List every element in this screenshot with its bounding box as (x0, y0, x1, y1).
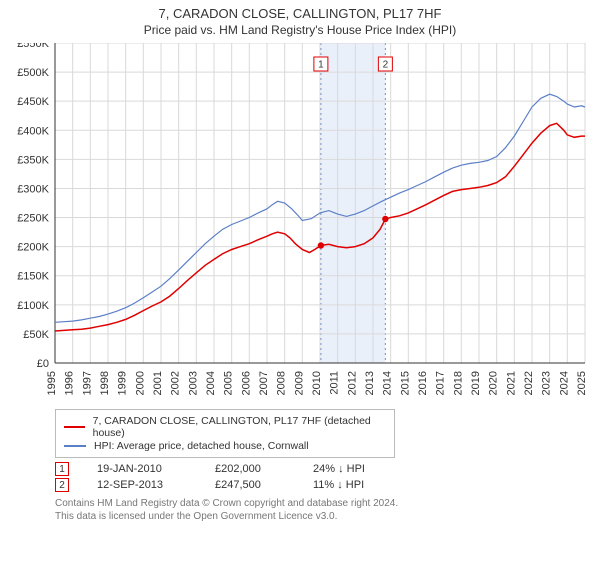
svg-text:2000: 2000 (134, 371, 146, 395)
svg-text:2016: 2016 (417, 371, 429, 395)
svg-text:2018: 2018 (452, 371, 464, 395)
legend-row: 7, CARADON CLOSE, CALLINGTON, PL17 7HF (… (64, 415, 386, 439)
svg-text:£450K: £450K (17, 96, 49, 108)
sale-marker-num: 2 (55, 478, 69, 492)
svg-text:£100K: £100K (17, 300, 49, 312)
svg-text:£550K: £550K (17, 43, 49, 50)
svg-text:2017: 2017 (435, 371, 447, 395)
svg-text:£350K: £350K (17, 154, 49, 166)
svg-text:2013: 2013 (364, 371, 376, 395)
svg-text:2006: 2006 (240, 371, 252, 395)
svg-text:2004: 2004 (205, 371, 217, 395)
svg-text:2023: 2023 (541, 371, 553, 395)
svg-text:£150K: £150K (17, 271, 49, 283)
svg-text:2002: 2002 (170, 371, 182, 395)
svg-text:1999: 1999 (117, 371, 129, 395)
legend-swatch (64, 426, 85, 428)
sales-row: 1 19-JAN-2010 £202,000 24% ↓ HPI (55, 462, 600, 476)
svg-text:£250K: £250K (17, 213, 49, 225)
sale-price: £202,000 (215, 463, 285, 475)
footnote: Contains HM Land Registry data © Crown c… (55, 498, 600, 523)
svg-text:£0: £0 (37, 358, 49, 370)
chart-subtitle: Price paid vs. HM Land Registry's House … (0, 23, 600, 37)
svg-text:1: 1 (318, 60, 324, 71)
svg-text:2005: 2005 (223, 371, 235, 395)
sale-diff: 11% ↓ HPI (313, 479, 393, 491)
svg-text:£300K: £300K (17, 183, 49, 195)
svg-text:2009: 2009 (293, 371, 305, 395)
chart-svg: £0 £50K £100K £150K £200K £250K £300K £350K £400… (0, 43, 600, 403)
svg-text:2001: 2001 (152, 371, 164, 395)
svg-text:2007: 2007 (258, 371, 270, 395)
svg-text:£400K: £400K (17, 125, 49, 137)
svg-text:2003: 2003 (187, 371, 199, 395)
svg-text:£50K: £50K (23, 329, 49, 341)
chart-area: £0 £50K £100K £150K £200K £250K £300K £350K £400… (0, 43, 600, 403)
sale-date: 19-JAN-2010 (97, 463, 187, 475)
svg-text:2008: 2008 (276, 371, 288, 395)
svg-text:2020: 2020 (488, 371, 500, 395)
svg-text:2014: 2014 (382, 371, 394, 395)
sale-diff: 24% ↓ HPI (313, 463, 393, 475)
sale-date: 12-SEP-2013 (97, 479, 187, 491)
sale-price: £247,500 (215, 479, 285, 491)
sale-marker-dot (318, 242, 324, 248)
svg-text:2010: 2010 (311, 371, 323, 395)
svg-text:£200K: £200K (17, 242, 49, 254)
legend-row: HPI: Average price, detached house, Corn… (64, 440, 386, 452)
svg-text:2019: 2019 (470, 371, 482, 395)
svg-text:2012: 2012 (346, 371, 358, 395)
legend-label: 7, CARADON CLOSE, CALLINGTON, PL17 7HF (… (93, 415, 386, 439)
sales-table: 1 19-JAN-2010 £202,000 24% ↓ HPI 2 12-SEP-201… (55, 462, 600, 492)
svg-text:2011: 2011 (329, 371, 341, 395)
svg-text:1997: 1997 (81, 371, 93, 395)
legend: 7, CARADON CLOSE, CALLINGTON, PL17 7HF (… (55, 409, 395, 458)
svg-text:£500K: £500K (17, 67, 49, 79)
svg-text:2025: 2025 (576, 371, 588, 395)
svg-text:2021: 2021 (505, 371, 517, 395)
svg-text:1995: 1995 (46, 371, 58, 395)
sale-marker-dot (382, 216, 388, 222)
footnote-line: This data is licensed under the Open Gov… (55, 511, 600, 524)
footnote-line: Contains HM Land Registry data © Crown c… (55, 498, 600, 511)
chart-title: 7, CARADON CLOSE, CALLINGTON, PL17 7HF (0, 6, 600, 21)
sales-row: 2 12-SEP-2013 £247,500 11% ↓ HPI (55, 478, 600, 492)
svg-text:2: 2 (383, 60, 389, 71)
svg-text:2022: 2022 (523, 371, 535, 395)
svg-text:1996: 1996 (64, 371, 76, 395)
legend-swatch (64, 445, 86, 447)
legend-label: HPI: Average price, detached house, Corn… (94, 440, 309, 452)
svg-text:2024: 2024 (558, 371, 570, 395)
sale-marker-num: 1 (55, 462, 69, 476)
svg-text:2015: 2015 (399, 371, 411, 395)
svg-text:1998: 1998 (99, 371, 111, 395)
